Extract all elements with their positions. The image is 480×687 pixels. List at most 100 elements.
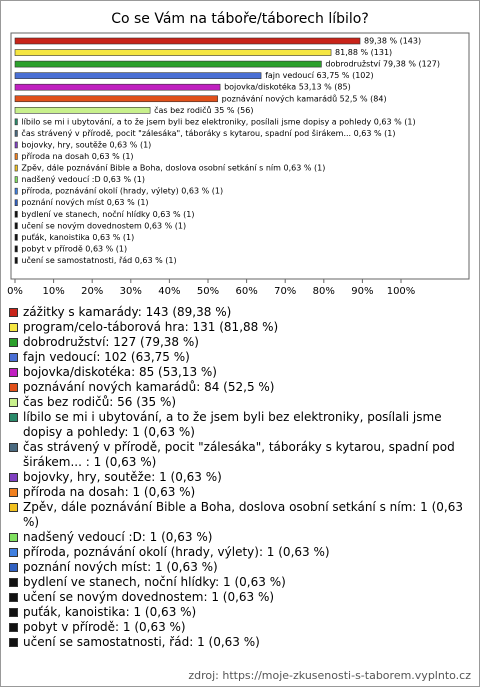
x-tick-label: 100% bbox=[387, 286, 416, 297]
bar-label: bojovka/diskotéka 53,13 % (85) bbox=[224, 82, 351, 92]
legend-swatch bbox=[9, 338, 18, 347]
legend-label: pobyt v přírodě: 1 (0,63 %) bbox=[23, 620, 186, 634]
bar bbox=[14, 130, 18, 137]
legend-label: zážitky s kamarády: 143 (89,38 %) bbox=[23, 305, 232, 319]
bar bbox=[14, 257, 18, 264]
bar bbox=[14, 83, 221, 91]
x-tick-label: 90% bbox=[351, 286, 373, 297]
bar-label: líbilo se mi i ubytování, a to že jsem b… bbox=[21, 117, 415, 126]
x-tick-label: 0% bbox=[7, 286, 23, 297]
bar bbox=[14, 141, 18, 149]
x-tick-label: 70% bbox=[274, 286, 296, 297]
bar-label: Zpěv, dále poznávání Bible a Boha, doslo… bbox=[21, 164, 325, 173]
bar bbox=[14, 234, 18, 241]
legend-swatch bbox=[9, 608, 18, 617]
legend-entry: příroda na dosah: 1 (0,63 %) bbox=[9, 485, 471, 500]
legend-entry: příroda, poznávání okolí (hrady, výlety)… bbox=[9, 545, 471, 560]
legend-label: líbilo se mi i ubytování, a to že jsem b… bbox=[23, 410, 442, 439]
bar bbox=[14, 164, 18, 172]
bar-label: bydlení ve stanech, noční hlídky 0,63 % … bbox=[21, 209, 194, 219]
x-tick-label: 10% bbox=[42, 286, 64, 297]
bar bbox=[14, 60, 322, 68]
legend-label: dobrodružství: 127 (79,38 %) bbox=[23, 335, 199, 349]
legend-label: příroda na dosah: 1 (0,63 %) bbox=[23, 485, 196, 499]
legend-entry: čas bez rodičů: 56 (35 %) bbox=[9, 395, 471, 410]
bar-label: poznání nových míst 0,63 % (1) bbox=[21, 198, 148, 207]
bar-label: příroda, poznávání okolí (hrady, výlety)… bbox=[21, 187, 223, 196]
bar-label: dobrodružství 79,38 % (127) bbox=[325, 60, 440, 69]
bar bbox=[14, 37, 361, 45]
legend-label: čas strávený v přírodě, pocit "zálesáka"… bbox=[23, 440, 455, 469]
bar bbox=[14, 210, 18, 218]
x-tick-label: 50% bbox=[197, 286, 219, 297]
bar-label: puťák, kanoistika 0,63 % (1) bbox=[21, 233, 134, 242]
legend-swatch bbox=[9, 593, 18, 602]
bar bbox=[14, 199, 18, 206]
legend-entry: učení se novým dovednostem: 1 (0,63 %) bbox=[9, 590, 471, 605]
source: zdroj: https://moje-zkusenosti-s-taborem… bbox=[188, 669, 471, 682]
bar bbox=[14, 49, 332, 56]
legend-entry: bojovky, hry, soutěže: 1 (0,63 %) bbox=[9, 470, 471, 485]
legend-label: čas bez rodičů: 56 (35 %) bbox=[23, 395, 177, 409]
bar-label: 89,38 % (143) bbox=[364, 37, 421, 46]
legend-entry: čas strávený v přírodě, pocit "zálesáka"… bbox=[9, 440, 471, 470]
x-tick-label: 30% bbox=[120, 286, 142, 297]
bar bbox=[14, 72, 262, 79]
legend-swatch bbox=[9, 323, 18, 332]
bar bbox=[14, 107, 151, 114]
legend-label: Zpěv, dále poznávání Bible a Boha, doslo… bbox=[23, 500, 463, 529]
x-tick-label: 40% bbox=[158, 286, 180, 297]
legend-swatch bbox=[9, 398, 18, 407]
legend-label: program/celo-táborová hra: 131 (81,88 %) bbox=[23, 320, 279, 334]
bar bbox=[14, 95, 218, 103]
legend-label: nadšený vedoucí :D: 1 (0,63 %) bbox=[23, 530, 213, 544]
legend-entry: bojovka/diskotéka: 85 (53,13 %) bbox=[9, 365, 471, 380]
chart-title: Co se Vám na táboře/táborech líbilo? bbox=[111, 11, 369, 27]
bar bbox=[14, 187, 18, 195]
legend-label: bojovky, hry, soutěže: 1 (0,63 %) bbox=[23, 470, 222, 484]
legend-label: poznávání nových kamarádů: 84 (52,5 %) bbox=[23, 380, 275, 394]
bar bbox=[14, 222, 18, 230]
x-tick-label: 20% bbox=[81, 286, 103, 297]
legend-entry: fajn vedoucí: 102 (63,75 %) bbox=[9, 350, 471, 365]
legend-entry: dobrodružství: 127 (79,38 %) bbox=[9, 335, 471, 350]
legend-label: fajn vedoucí: 102 (63,75 %) bbox=[23, 350, 190, 364]
legend-swatch bbox=[9, 638, 18, 647]
legend-entry: poznání nových míst: 1 (0,63 %) bbox=[9, 560, 471, 575]
bar-label: příroda na dosah 0,63 % (1) bbox=[21, 152, 133, 161]
bar-label: 81,88 % (131) bbox=[335, 48, 392, 57]
legend: zážitky s kamarády: 143 (89,38 %) program… bbox=[9, 305, 471, 650]
legend-swatch bbox=[9, 413, 18, 422]
chart: Co se Vám na táboře/táborech líbilo? 0% 1… bbox=[7, 11, 470, 297]
bar-label: fajn vedoucí 63,75 % (102) bbox=[265, 71, 374, 80]
bar-label: učení se novým dovednostem 0,63 % (1) bbox=[21, 220, 186, 230]
legend-label: učení se novým dovednostem: 1 (0,63 %) bbox=[23, 590, 275, 604]
legend-swatch bbox=[9, 488, 18, 497]
legend-swatch bbox=[9, 563, 18, 572]
legend-swatch bbox=[9, 353, 18, 362]
legend-entry: učení se samostatnosti, řád: 1 (0,63 %) bbox=[9, 635, 471, 650]
bar bbox=[14, 245, 18, 253]
bar-label: učení se samostatnosti, řád 0,63 % (1) bbox=[21, 255, 176, 265]
legend-swatch bbox=[9, 578, 18, 587]
legend-entry: pobyt v přírodě: 1 (0,63 %) bbox=[9, 620, 471, 635]
legend-entry: Zpěv, dále poznávání Bible a Boha, doslo… bbox=[9, 500, 471, 530]
bar bbox=[14, 176, 18, 183]
legend-swatch bbox=[9, 548, 18, 557]
bar-label: čas strávený v přírodě, pocit "zálesáka"… bbox=[21, 128, 395, 138]
legend-label: bojovka/diskotéka: 85 (53,13 %) bbox=[23, 365, 217, 379]
x-tick-label: 60% bbox=[235, 286, 257, 297]
legend-swatch bbox=[9, 308, 18, 317]
bar-label: nadšený vedoucí :D 0,63 % (1) bbox=[21, 174, 145, 184]
legend-swatch bbox=[9, 503, 18, 512]
legend-entry: zážitky s kamarády: 143 (89,38 %) bbox=[9, 305, 471, 320]
legend-swatch bbox=[9, 473, 18, 482]
legend-label: puťák, kanoistika: 1 (0,63 %) bbox=[23, 605, 197, 619]
bar bbox=[14, 153, 18, 160]
bar-label: čas bez rodičů 35 % (56) bbox=[154, 105, 253, 115]
legend-entry: nadšený vedoucí :D: 1 (0,63 %) bbox=[9, 530, 471, 545]
legend-swatch bbox=[9, 368, 18, 377]
legend-label: bydlení ve stanech, noční hlídky: 1 (0,6… bbox=[23, 575, 286, 589]
legend-label: příroda, poznávání okolí (hrady, výlety)… bbox=[23, 545, 330, 559]
